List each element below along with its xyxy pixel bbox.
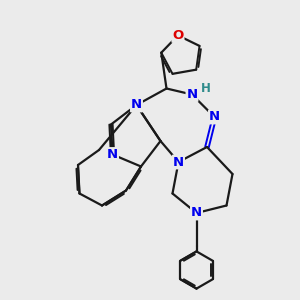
Text: N: N bbox=[209, 110, 220, 124]
Text: O: O bbox=[172, 29, 184, 42]
Text: H: H bbox=[201, 82, 210, 95]
Text: N: N bbox=[131, 98, 142, 112]
Text: N: N bbox=[107, 148, 118, 161]
Text: N: N bbox=[191, 206, 202, 220]
Text: N: N bbox=[173, 155, 184, 169]
Text: N: N bbox=[186, 88, 198, 101]
